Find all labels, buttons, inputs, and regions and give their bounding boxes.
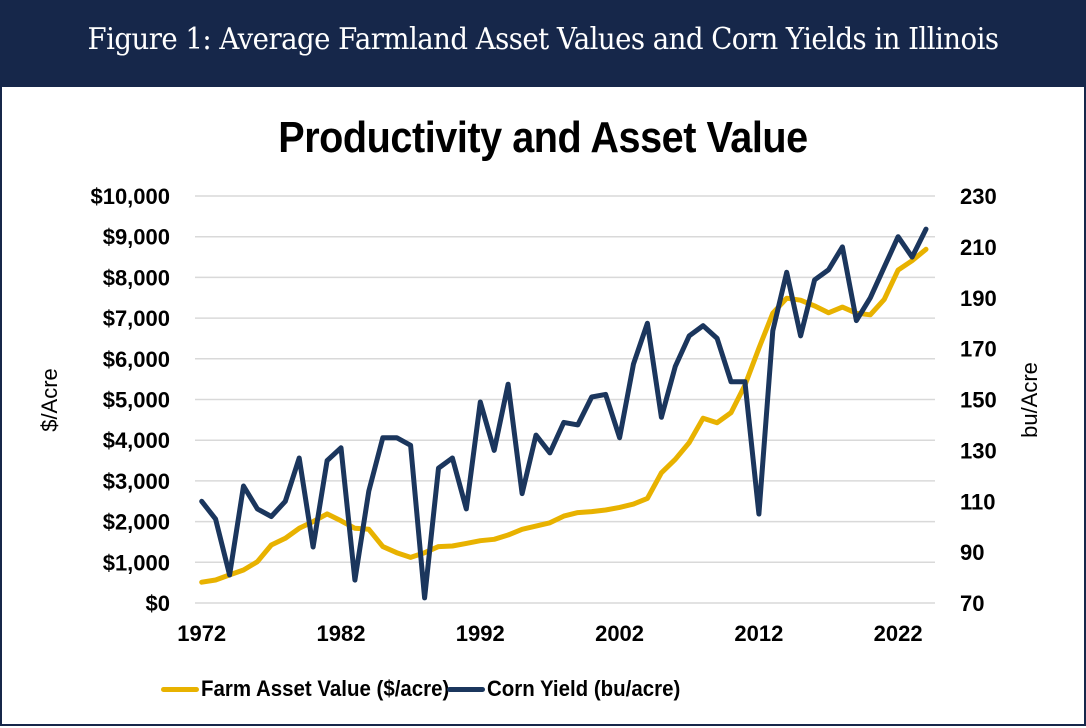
left-tick-label: $10,000 (90, 184, 170, 209)
right-tick-label: 70 (960, 591, 984, 616)
left-tick-label: $5,000 (103, 388, 170, 413)
left-tick-label: $4,000 (103, 428, 170, 453)
x-tick-label: 2022 (874, 621, 923, 646)
x-tick-label: 2012 (734, 621, 783, 646)
right-axis-ticks: 70 90 110 130 150 170 190 210 230 (960, 184, 997, 616)
figure-title: Figure 1: Average Farmland Asset Values … (87, 22, 999, 57)
legend-item-asset: Farm Asset Value ($/acre) (161, 676, 468, 702)
legend-swatch-corn (447, 686, 485, 692)
series-lines (199, 226, 929, 601)
left-tick-label: $6,000 (103, 347, 170, 372)
right-axis-label: bu/Acre (1017, 362, 1042, 438)
corn-yield-points (201, 229, 927, 599)
x-tick-label: 1982 (317, 621, 366, 646)
x-tick-label: 1992 (456, 621, 505, 646)
x-tick-label: 2002 (595, 621, 644, 646)
right-tick-label: 190 (960, 286, 997, 311)
legend-label-corn: Corn Yield (bu/acre) (487, 676, 681, 701)
legend-label-asset: Farm Asset Value ($/acre) (201, 676, 450, 701)
right-tick-label: 90 (960, 540, 984, 565)
left-tick-label: $9,000 (103, 225, 170, 250)
left-tick-label: $0 (146, 591, 170, 616)
figure-header: Figure 1: Average Farmland Asset Values … (0, 0, 1086, 87)
right-tick-label: 210 (960, 235, 997, 260)
right-tick-label: 230 (960, 184, 997, 209)
right-tick-label: 110 (960, 489, 996, 514)
gridlines (195, 195, 935, 604)
left-tick-label: $2,000 (103, 510, 170, 535)
left-tick-label: $1,000 (103, 550, 170, 575)
right-tick-label: 170 (960, 337, 997, 362)
left-axis-ticks: $0 $1,000 $2,000 $3,000 $4,000 $5,000 $6,000 $7… (90, 184, 170, 616)
chart-title: Productivity and Asset Value (278, 113, 808, 162)
right-tick-label: 130 (960, 438, 997, 463)
corn-yield-line (199, 226, 929, 601)
legend: Farm Asset Value ($/acre) Corn Yield (bu… (0, 676, 1086, 706)
left-axis-label: $/Acre (37, 368, 62, 432)
x-tick-label: 1972 (177, 621, 226, 646)
legend-item-corn: Corn Yield (bu/acre) (447, 676, 695, 702)
asset-value-points (201, 249, 927, 583)
x-axis-ticks: 1972 1982 1992 2002 2012 2022 (177, 621, 922, 646)
right-tick-label: 150 (960, 388, 997, 413)
left-tick-label: $7,000 (103, 306, 170, 331)
legend-swatch-asset (161, 686, 199, 692)
left-tick-label: $8,000 (103, 265, 170, 290)
figure-frame (0, 87, 1086, 726)
left-tick-label: $3,000 (103, 469, 170, 494)
